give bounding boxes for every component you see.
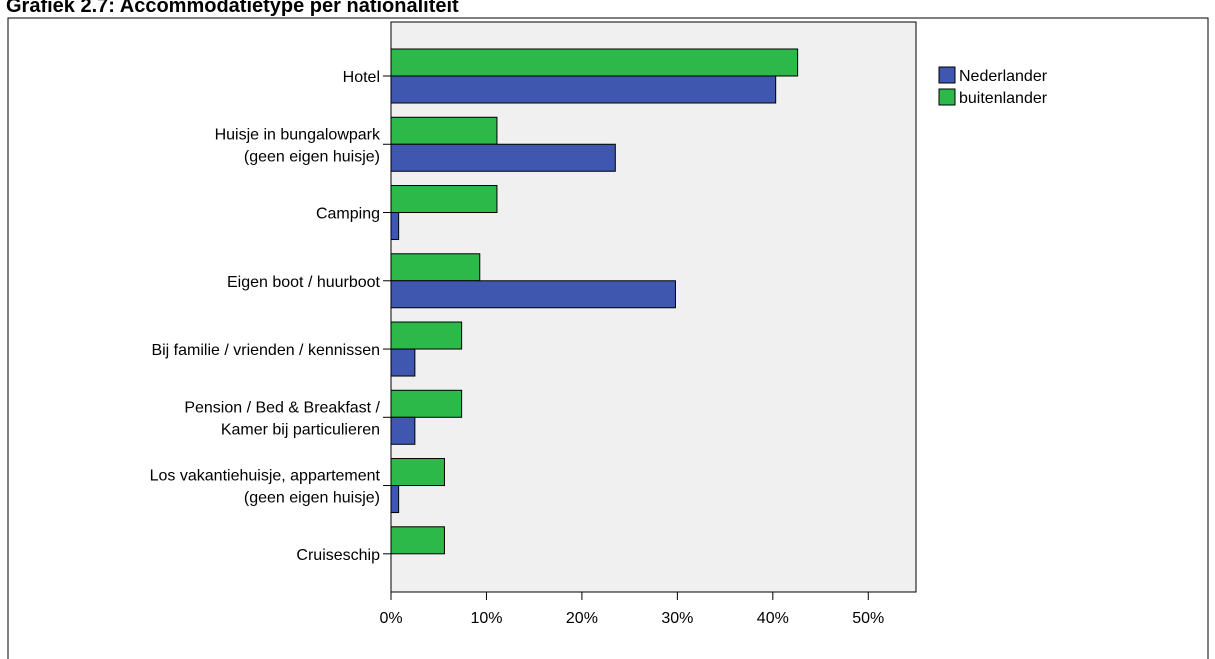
bar-nederlander [390, 416, 416, 445]
category-label: Los vakantiehuisje, appartement [150, 468, 381, 485]
category-labels: Hotel Huisje in bungalowpark (geen eigen h… [150, 69, 391, 564]
bar-buitenlander [390, 48, 799, 77]
x-tick-label: 30% [661, 610, 693, 627]
category-label: Eigen boot / huurboot [227, 274, 381, 291]
bar-buitenlander [390, 526, 445, 555]
category-label: (geen eigen huisje) [244, 148, 380, 165]
x-tick-label: 40% [757, 610, 789, 627]
category-label: (geen eigen huisje) [244, 490, 380, 507]
bar-nederlander [390, 75, 777, 104]
x-axis: 0% 10% 20% 30% 40% 50% [379, 591, 916, 627]
category-label: Bij familie / vrienden / kennissen [151, 342, 380, 359]
x-tick-label: 0% [379, 610, 402, 627]
bar-buitenlander [390, 116, 498, 145]
bar-nederlander [390, 485, 400, 514]
category-label: Hotel [343, 69, 380, 86]
legend-label: buitenlander [959, 90, 1048, 107]
category-label: Pension / Bed & Breakfast / [184, 399, 380, 416]
x-tick-label: 10% [470, 610, 502, 627]
category-label: Huisje in bungalowpark [215, 126, 381, 143]
chart-title: Grafiek 2.7: Accommodatietype per nation… [6, 0, 459, 17]
legend-swatch [938, 88, 956, 106]
legend: Nederlander buitenlander [938, 66, 1048, 107]
bar-nederlander [390, 348, 416, 377]
bar-nederlander [390, 143, 616, 172]
legend-swatch [938, 66, 956, 84]
bar-nederlander [390, 212, 400, 241]
bar-buitenlander [390, 458, 445, 487]
bars-group [390, 48, 799, 555]
x-tick-label: 20% [566, 610, 598, 627]
category-label: Camping [316, 206, 380, 223]
bar-buitenlander [390, 389, 463, 418]
category-label: Kamer bij particulieren [221, 421, 380, 438]
x-tick-label: 50% [852, 610, 884, 627]
bar-buitenlander [390, 321, 463, 350]
legend-label: Nederlander [959, 68, 1048, 85]
category-label: Cruiseschip [296, 547, 380, 564]
bar-buitenlander [390, 185, 498, 214]
bar-buitenlander [390, 253, 481, 282]
bar-nederlander [390, 280, 676, 309]
